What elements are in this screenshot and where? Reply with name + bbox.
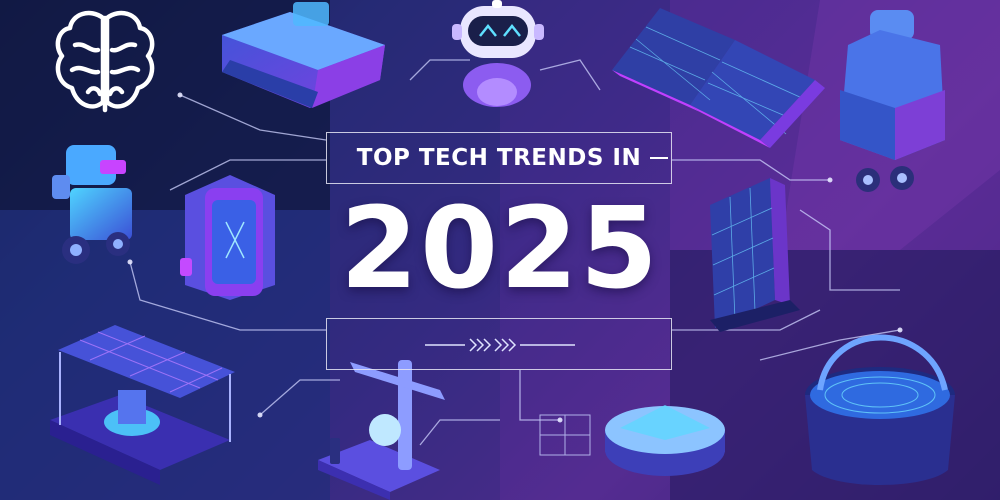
scanner-arm-icon <box>318 360 445 500</box>
brain-icon <box>55 10 155 113</box>
solar-canopy-icon <box>50 325 235 485</box>
solar-panel-icon <box>710 178 800 332</box>
robot-icon <box>840 10 945 192</box>
decorative-panel <box>326 318 672 370</box>
robot-head-icon <box>452 0 544 107</box>
chevron-decoration <box>425 338 575 352</box>
robot-icon <box>52 145 132 264</box>
subtitle-text: TOP TECH TRENDS IN <box>356 145 642 171</box>
vr-headset-icon <box>222 2 385 108</box>
smart-speaker-icon <box>539 405 725 476</box>
subtitle-panel: TOP TECH TRENDS IN <box>326 132 672 184</box>
solar-panel-icon <box>612 8 825 148</box>
year-heading: 2025 <box>340 184 660 314</box>
smart-bag-icon <box>805 334 955 485</box>
battery-icon <box>180 175 275 300</box>
